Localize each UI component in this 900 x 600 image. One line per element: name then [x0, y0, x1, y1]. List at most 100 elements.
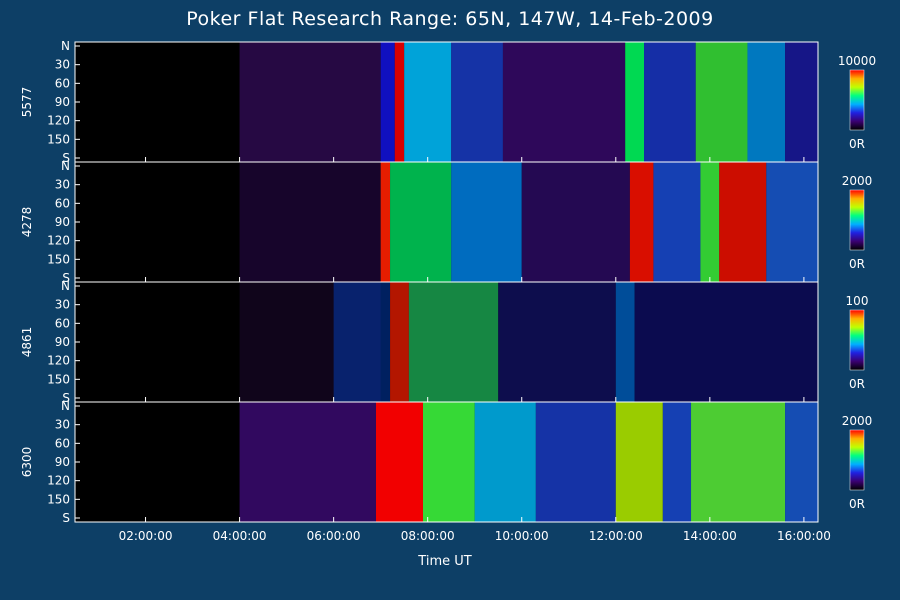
colorbar-6300: 2000 0R — [842, 414, 873, 511]
intensity-band — [695, 42, 748, 162]
x-tick-label: 14:00:00 — [683, 529, 737, 543]
intensity-band — [422, 402, 475, 522]
colorbar-4278: 2000 0R — [842, 174, 873, 271]
y-tick-label: 120 — [47, 474, 70, 488]
y-tick-label: 30 — [55, 418, 70, 432]
colorbar-min-label: 0R — [849, 377, 865, 391]
intensity-band — [451, 162, 522, 282]
y-tick-label: S — [62, 511, 70, 525]
x-tick-label: 02:00:00 — [119, 529, 173, 543]
intensity-band — [785, 402, 818, 522]
intensity-band — [629, 162, 654, 282]
intensity-band — [615, 402, 663, 522]
intensity-band — [700, 162, 720, 282]
x-tick-label: 16:00:00 — [777, 529, 831, 543]
intensity-band — [502, 42, 626, 162]
colorbar-max-label: 2000 — [842, 174, 873, 188]
y-tick-label: N — [61, 279, 70, 293]
keogram-panel-5577: N 30 60 90 120 150 S 5577 — [20, 39, 819, 165]
intensity-band — [239, 402, 376, 522]
intensity-band — [634, 282, 818, 402]
colorbar-gradient — [849, 429, 865, 491]
x-tick-label: 12:00:00 — [589, 529, 643, 543]
y-tick-label: 90 — [55, 215, 70, 229]
y-tick-label: N — [61, 39, 70, 53]
y-tick-label: 30 — [55, 58, 70, 72]
y-tick-label: S — [62, 271, 70, 285]
intensity-band — [333, 282, 391, 402]
panel-ylabel-6300: 6300 — [20, 447, 34, 478]
y-tick-label: 60 — [55, 76, 70, 90]
y-tick-label: 60 — [55, 316, 70, 330]
y-tick-label: 150 — [47, 252, 70, 266]
intensity-band — [644, 42, 696, 162]
keogram-panel-4861: N 30 60 90 120 150 S 4861 — [20, 279, 819, 405]
y-tick-label: 120 — [47, 234, 70, 248]
y-tick-label: N — [61, 159, 70, 173]
colorbar-gradient — [849, 189, 865, 251]
colorbar-gradient — [849, 69, 865, 131]
y-tick-label: 30 — [55, 298, 70, 312]
intensity-band — [766, 162, 818, 282]
y-tick-label: 90 — [55, 455, 70, 469]
intensity-band — [535, 402, 616, 522]
y-tick-label: 30 — [55, 178, 70, 192]
intensity-band — [662, 402, 692, 522]
intensity-band — [451, 42, 503, 162]
y-tick-label: N — [61, 399, 70, 413]
intensity-band — [719, 162, 767, 282]
intensity-band — [390, 282, 409, 402]
intensity-band — [408, 282, 499, 402]
y-tick-label: 60 — [55, 436, 70, 450]
colorbar-min-label: 0R — [849, 497, 865, 511]
y-tick-label: 90 — [55, 335, 70, 349]
y-tick-label: 150 — [47, 132, 70, 146]
intensity-band — [239, 42, 381, 162]
colorbar-min-label: 0R — [849, 257, 865, 271]
intensity-band — [625, 42, 645, 162]
panel-ylabel-5577: 5577 — [20, 87, 34, 118]
intensity-band — [375, 402, 423, 522]
chart-title: Poker Flat Research Range: 65N, 147W, 14… — [186, 8, 714, 30]
y-tick-label: 60 — [55, 196, 70, 210]
colorbar-5577: 10000 0R — [838, 54, 876, 151]
x-tick-label: 04:00:00 — [213, 529, 267, 543]
y-tick-label: S — [62, 391, 70, 405]
colorbar-4861: 100 0R — [846, 294, 869, 391]
y-tick-label: 150 — [47, 492, 70, 506]
panel-ylabel-4861: 4861 — [20, 327, 34, 358]
intensity-band — [653, 162, 701, 282]
intensity-band — [380, 42, 395, 162]
intensity-band — [498, 282, 616, 402]
colorbar-max-label: 10000 — [838, 54, 876, 68]
y-tick-label: S — [62, 151, 70, 165]
y-tick-label: 150 — [47, 372, 70, 386]
x-axis-label: Time UT — [418, 554, 472, 569]
intensity-band — [380, 162, 391, 282]
intensity-band — [239, 162, 381, 282]
intensity-band — [615, 282, 635, 402]
intensity-band — [404, 42, 452, 162]
x-tick-label: 10:00:00 — [495, 529, 549, 543]
intensity-band — [691, 402, 786, 522]
y-tick-label: 90 — [55, 95, 70, 109]
intensity-band — [785, 42, 818, 162]
y-tick-label: 120 — [47, 114, 70, 128]
x-tick-label: 06:00:00 — [307, 529, 361, 543]
x-tick-label: 08:00:00 — [401, 529, 455, 543]
intensity-band — [747, 42, 786, 162]
colorbar-max-label: 2000 — [842, 414, 873, 428]
colorbar-gradient — [849, 309, 865, 371]
intensity-band — [390, 162, 452, 282]
colorbar-max-label: 100 — [846, 294, 869, 308]
intensity-band — [521, 162, 630, 282]
keogram-panel-4278: N 30 60 90 120 150 S 4278 — [20, 159, 819, 285]
colorbar-min-label: 0R — [849, 137, 865, 151]
intensity-band — [394, 42, 405, 162]
y-tick-label: 120 — [47, 354, 70, 368]
panel-ylabel-4278: 4278 — [20, 207, 34, 238]
intensity-band — [474, 402, 536, 522]
keogram-panel-6300: N 30 60 90 120 150 S 6300 — [20, 399, 819, 525]
